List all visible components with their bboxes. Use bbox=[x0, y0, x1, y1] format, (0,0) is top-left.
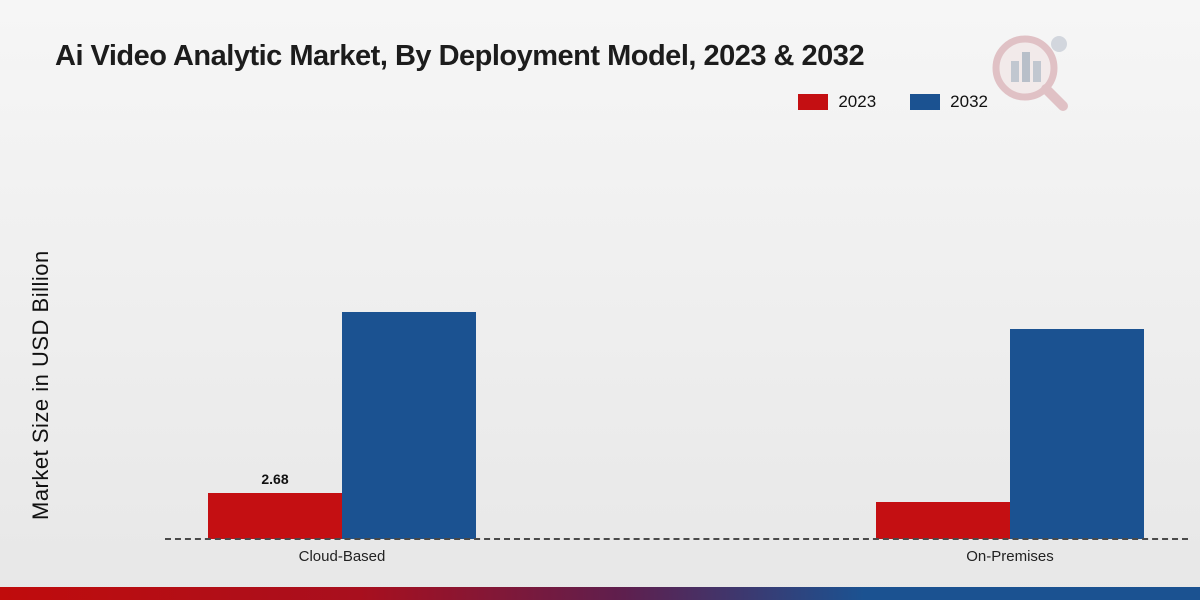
legend-swatch bbox=[798, 94, 829, 110]
bar-2023-cloud-based: 2.68 bbox=[208, 471, 342, 539]
legend-swatch bbox=[910, 94, 941, 110]
x-axis-baseline bbox=[165, 538, 1188, 540]
legend: 2023 2032 bbox=[798, 92, 988, 112]
legend-item-2023: 2023 bbox=[798, 92, 876, 112]
legend-label: 2032 bbox=[950, 92, 988, 111]
bar-2032-on-premises bbox=[1010, 329, 1144, 539]
legend-item-2032: 2032 bbox=[910, 92, 988, 112]
bottom-gradient-strip bbox=[0, 587, 1200, 600]
bar-value-label: 2.68 bbox=[261, 471, 289, 487]
bar-group-0: 2.68 bbox=[208, 312, 476, 539]
bar-group-1 bbox=[876, 329, 1144, 539]
legend-label: 2023 bbox=[838, 92, 877, 111]
bar-2032-cloud-based bbox=[342, 312, 476, 539]
plot-area: 2.68 bbox=[0, 120, 1200, 540]
category-label-cloud-based: Cloud-Based bbox=[298, 548, 386, 565]
chart-title: Ai Video Analytic Market, By Deployment … bbox=[55, 40, 865, 72]
category-label-on-premises: On-Premises bbox=[966, 548, 1054, 565]
bar-2023-on-premises bbox=[876, 502, 1010, 539]
magnifier-bar-chart-logo-icon bbox=[985, 28, 1085, 121]
